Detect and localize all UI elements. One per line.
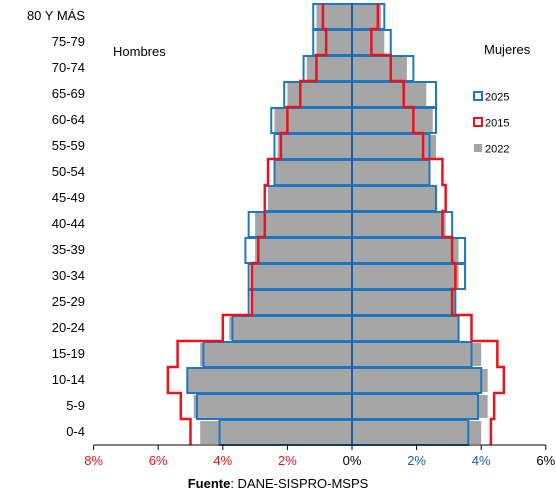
- age-group-label: 65-69: [52, 86, 85, 101]
- bar-2022-hombres: [255, 239, 352, 262]
- bar-2022-mujeres: [352, 31, 385, 54]
- legend-swatch-2022: [474, 144, 482, 152]
- bar-2022-hombres: [200, 421, 352, 444]
- series-2022-bars: [187, 5, 488, 444]
- age-group-label: 55-59: [52, 138, 85, 153]
- bar-2022-hombres: [287, 83, 352, 106]
- source-note: Fuente: DANE-SISPRO-MSPS: [188, 476, 369, 491]
- axes: [93, 3, 547, 450]
- bar-2022-mujeres: [352, 57, 407, 80]
- bar-2022-hombres: [200, 343, 352, 366]
- bar-2022-mujeres: [352, 369, 488, 392]
- bar-2022-mujeres: [352, 187, 436, 210]
- bar-2022-mujeres: [352, 265, 459, 288]
- bar-2022-hombres: [274, 109, 352, 132]
- legend-label-2015: 2015: [485, 118, 509, 130]
- age-group-label: 30-34: [52, 268, 85, 283]
- age-group-label: 60-64: [52, 112, 85, 127]
- bar-2022-hombres: [306, 57, 352, 80]
- bar-2022-mujeres: [352, 395, 488, 418]
- bar-2022-mujeres: [352, 5, 382, 28]
- age-group-label: 5-9: [66, 398, 85, 413]
- source-label: Fuente: [188, 476, 231, 491]
- x-tick-label: 2%: [407, 453, 426, 468]
- age-group-labels: 80 Y MÁS 75-79 70-74 65-69 60-64 55-59 50-54 45…: [27, 8, 85, 439]
- legend-swatch-2015: [473, 117, 483, 127]
- bar-2022-mujeres: [352, 109, 433, 132]
- outline-2015-mujeres: [370, 3, 506, 445]
- legend-label-2022: 2022: [485, 144, 509, 156]
- source-text: : DANE-SISPRO-MSPS: [230, 476, 368, 491]
- bar-2022-hombres: [277, 135, 352, 158]
- series-2015-markers: [166, 3, 506, 445]
- age-group-label: 70-74: [52, 60, 85, 75]
- bar-2022-mujeres: [352, 239, 459, 262]
- bar-2022-hombres: [274, 161, 352, 184]
- age-group-label: 80 Y MÁS: [27, 8, 85, 23]
- bar-2022-hombres: [193, 395, 352, 418]
- x-tick-labels: 8% 6% 4% 2% 0% 2% 4% 6%: [84, 453, 555, 468]
- age-group-label: 75-79: [52, 34, 85, 49]
- x-tick-label: 4%: [213, 453, 232, 468]
- age-group-label: 10-14: [52, 372, 85, 387]
- x-tick-label: 6%: [149, 453, 168, 468]
- x-tick-label: 0%: [343, 453, 362, 468]
- bar-2022-hombres: [251, 291, 352, 314]
- legend-label-2025: 2025: [485, 92, 509, 104]
- age-group-label: 45-49: [52, 190, 85, 205]
- bar-2022-mujeres: [352, 291, 456, 314]
- age-group-label: 40-44: [52, 216, 85, 231]
- age-group-label: 20-24: [52, 320, 85, 335]
- age-group-label: 0-4: [66, 424, 85, 439]
- bar-2022-mujeres: [352, 161, 430, 184]
- x-tick-label: 8%: [84, 453, 103, 468]
- bar-2022-mujeres: [352, 135, 436, 158]
- bar-2022-mujeres: [352, 83, 427, 106]
- x-tick-label: 6%: [536, 453, 555, 468]
- legend: 2025 2015 2022: [473, 91, 509, 156]
- bar-2022-mujeres: [352, 343, 482, 366]
- bar-2022-hombres: [229, 317, 352, 340]
- age-group-label: 35-39: [52, 242, 85, 257]
- x-tick-label: 4%: [472, 453, 491, 468]
- age-group-label: 50-54: [52, 164, 85, 179]
- bar-2022-hombres: [268, 187, 352, 210]
- bar-2022-mujeres: [352, 421, 482, 444]
- x-tick-label: 2%: [278, 453, 297, 468]
- bar-2022-hombres: [251, 265, 352, 288]
- mujeres-label: Mujeres: [484, 42, 531, 57]
- age-group-label: 25-29: [52, 294, 85, 309]
- bar-2022-hombres: [316, 5, 352, 28]
- bar-2022-hombres: [316, 31, 352, 54]
- bar-2022-hombres: [255, 213, 352, 236]
- bar-2022-hombres: [187, 369, 352, 392]
- bar-2022-mujeres: [352, 213, 446, 236]
- bar-2022-mujeres: [352, 317, 459, 340]
- hombres-label: Hombres: [113, 44, 166, 59]
- legend-swatch-2025: [473, 91, 483, 101]
- age-group-label: 15-19: [52, 346, 85, 361]
- outline-2015-hombres: [166, 3, 328, 445]
